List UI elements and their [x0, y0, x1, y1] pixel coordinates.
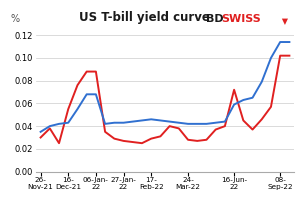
Text: ◀: ◀	[280, 18, 290, 24]
Latest	[140, 142, 144, 145]
Week Ago	[278, 41, 282, 43]
Latest	[278, 54, 282, 57]
Latest	[196, 140, 199, 142]
Week Ago	[260, 81, 263, 83]
Latest	[269, 106, 273, 108]
Week Ago	[159, 119, 162, 122]
Week Ago	[214, 121, 217, 124]
Latest	[48, 127, 52, 130]
Line: Week Ago: Week Ago	[40, 42, 290, 132]
Latest	[232, 88, 236, 91]
Week Ago	[94, 93, 98, 96]
Week Ago	[269, 57, 273, 59]
Text: SWISS: SWISS	[221, 14, 261, 24]
Week Ago	[122, 121, 125, 124]
Latest	[57, 142, 61, 145]
Week Ago	[140, 119, 144, 122]
Line: Latest: Latest	[40, 56, 290, 143]
Week Ago	[57, 123, 61, 125]
Latest	[159, 135, 162, 138]
Latest	[112, 137, 116, 140]
Week Ago	[131, 120, 134, 123]
Week Ago	[149, 118, 153, 121]
Latest	[67, 108, 70, 110]
Week Ago	[288, 41, 291, 43]
Week Ago	[205, 123, 208, 125]
Latest	[186, 138, 190, 141]
Week Ago	[48, 125, 52, 127]
Week Ago	[177, 121, 181, 124]
Latest	[177, 127, 181, 130]
Latest	[205, 138, 208, 141]
Text: %: %	[10, 14, 19, 24]
Week Ago	[112, 121, 116, 124]
Week Ago	[251, 96, 254, 99]
Week Ago	[39, 130, 42, 133]
Week Ago	[76, 108, 79, 110]
Latest	[76, 84, 79, 86]
Latest	[149, 137, 153, 140]
Week Ago	[242, 99, 245, 101]
Latest	[39, 136, 42, 139]
Latest	[168, 125, 171, 127]
Week Ago	[103, 123, 107, 125]
Latest	[223, 125, 227, 127]
Latest	[103, 130, 107, 133]
Week Ago	[186, 123, 190, 125]
Text: BD: BD	[206, 14, 223, 24]
Latest	[251, 128, 254, 131]
Latest	[242, 119, 245, 122]
Week Ago	[168, 120, 171, 123]
Latest	[214, 128, 217, 131]
Text: US T-bill yield curve: US T-bill yield curve	[79, 11, 210, 24]
Week Ago	[85, 93, 88, 96]
Week Ago	[232, 103, 236, 106]
Latest	[288, 54, 291, 57]
Week Ago	[196, 123, 199, 125]
Latest	[260, 118, 263, 121]
Latest	[131, 141, 134, 143]
Latest	[94, 70, 98, 73]
Week Ago	[223, 120, 227, 123]
Latest	[122, 140, 125, 142]
Week Ago	[67, 121, 70, 124]
Latest	[85, 70, 88, 73]
